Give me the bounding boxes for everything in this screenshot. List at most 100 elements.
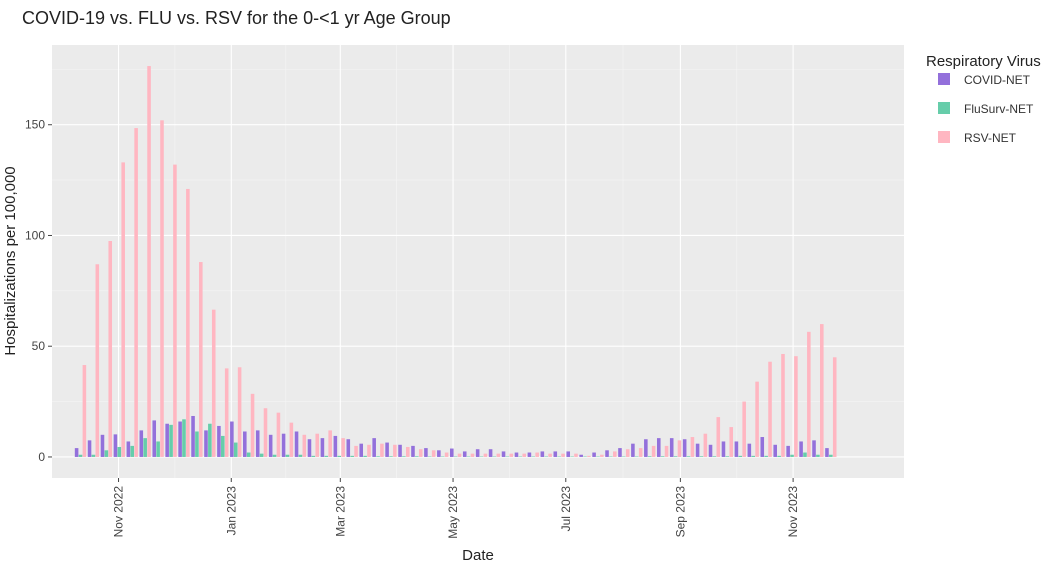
bar-covid-net xyxy=(527,452,532,457)
legend-label-rsv-net: RSV-NET xyxy=(964,131,1017,145)
bar-flusurv-net xyxy=(777,455,781,457)
y-axis-title: Hospitalizations per 100,000 xyxy=(2,166,19,355)
bar-rsv-net xyxy=(393,444,397,457)
bar-covid-net xyxy=(126,441,131,457)
bar-covid-net xyxy=(100,434,105,457)
bar-flusurv-net xyxy=(117,446,122,457)
x-axis-ticks: Nov 2022 Jan 2023 Mar 2023 May 2023 Jul 2023… xyxy=(112,478,800,539)
bar-rsv-net xyxy=(690,437,695,457)
bar-covid-net xyxy=(747,443,752,457)
bar-rsv-net xyxy=(160,120,164,457)
x-tick-label: Jan 2023 xyxy=(224,486,238,536)
y-tick-label: 100 xyxy=(25,228,45,242)
bar-flusurv-net xyxy=(156,441,160,457)
bar-covid-net xyxy=(812,440,816,457)
bar-rsv-net xyxy=(613,451,617,457)
bar-covid-net xyxy=(786,445,790,457)
bar-rsv-net xyxy=(807,331,811,457)
bar-rsv-net xyxy=(108,241,113,457)
bar-covid-net xyxy=(618,448,622,457)
bar-covid-net xyxy=(799,441,803,457)
bar-covid-net xyxy=(255,430,260,457)
bar-covid-net xyxy=(424,448,428,457)
plot-area xyxy=(52,45,904,478)
bar-rsv-net xyxy=(134,128,138,457)
bar-flusurv-net xyxy=(829,454,833,457)
bar-rsv-net xyxy=(638,448,643,457)
bar-covid-net xyxy=(372,438,376,457)
bar-covid-net xyxy=(553,451,558,457)
bar-covid-net xyxy=(385,442,389,457)
bar-flusurv-net xyxy=(816,454,820,457)
bar-flusurv-net xyxy=(169,424,173,457)
bar-covid-net xyxy=(281,433,286,457)
bar-covid-net xyxy=(268,434,273,457)
bar-rsv-net xyxy=(367,444,371,457)
bar-covid-net xyxy=(243,431,247,457)
bar-covid-net xyxy=(294,431,299,457)
bar-rsv-net xyxy=(651,445,656,457)
bar-covid-net xyxy=(230,421,234,457)
x-tick-label: Nov 2022 xyxy=(112,486,126,538)
bar-rsv-net xyxy=(522,453,527,457)
bar-flusurv-net xyxy=(285,454,290,457)
bar-rsv-net xyxy=(328,430,332,457)
bar-rsv-net xyxy=(794,356,798,457)
bar-rsv-net xyxy=(121,162,125,457)
bar-flusurv-net xyxy=(363,455,367,457)
bar-covid-net xyxy=(113,434,118,457)
bar-flusurv-net xyxy=(182,419,186,457)
bar-covid-net xyxy=(475,449,480,457)
bar-flusurv-net xyxy=(104,450,109,457)
bar-covid-net xyxy=(631,443,635,457)
legend-title: Respiratory Virus xyxy=(926,53,1041,70)
bar-rsv-net xyxy=(431,450,436,457)
bar-rsv-net xyxy=(781,353,785,457)
bar-rsv-net xyxy=(729,427,734,457)
bar-rsv-net xyxy=(237,367,242,457)
bar-flusurv-net xyxy=(751,455,755,457)
legend-swatch-rsv-net xyxy=(938,131,950,143)
bar-flusurv-net xyxy=(130,445,135,457)
bar-rsv-net xyxy=(250,393,255,457)
bar-covid-net xyxy=(333,435,338,457)
bar-rsv-net xyxy=(147,66,151,457)
bar-covid-net xyxy=(139,430,144,457)
bar-covid-net xyxy=(178,421,182,457)
bar-covid-net xyxy=(760,437,765,457)
bar-rsv-net xyxy=(224,368,229,457)
bar-flusurv-net xyxy=(712,456,717,457)
bar-rsv-net xyxy=(457,453,462,457)
bar-flusurv-net xyxy=(764,455,768,457)
bar-covid-net xyxy=(540,451,545,457)
bar-rsv-net xyxy=(716,417,721,457)
bar-rsv-net xyxy=(574,453,578,457)
bar-rsv-net xyxy=(509,453,514,457)
bar-flusurv-net xyxy=(402,456,406,457)
bar-covid-net xyxy=(721,441,726,457)
bar-flusurv-net xyxy=(221,435,225,457)
bar-covid-net xyxy=(825,448,829,457)
bar-covid-net xyxy=(682,439,687,457)
bar-rsv-net xyxy=(354,445,358,457)
bar-flusurv-net xyxy=(246,452,251,457)
bar-covid-net xyxy=(165,423,169,457)
bar-covid-net xyxy=(87,440,92,457)
x-tick-label: Nov 2023 xyxy=(786,486,800,538)
bar-rsv-net xyxy=(548,453,552,457)
bar-rsv-net xyxy=(742,401,746,457)
bar-rsv-net xyxy=(820,324,824,457)
bar-covid-net xyxy=(579,454,583,457)
bar-covid-net xyxy=(695,443,700,457)
bar-rsv-net xyxy=(677,440,682,457)
y-tick-label: 50 xyxy=(32,339,46,353)
bar-flusurv-net xyxy=(195,431,199,457)
y-tick-label: 150 xyxy=(25,118,45,132)
y-axis-ticks: 0 50 100 150 xyxy=(25,118,52,464)
bar-rsv-net xyxy=(263,408,268,457)
bar-flusurv-net xyxy=(78,454,83,457)
legend-swatch-flusurv-net xyxy=(938,102,950,114)
bar-rsv-net xyxy=(755,381,759,457)
bar-flusurv-net xyxy=(686,456,691,457)
